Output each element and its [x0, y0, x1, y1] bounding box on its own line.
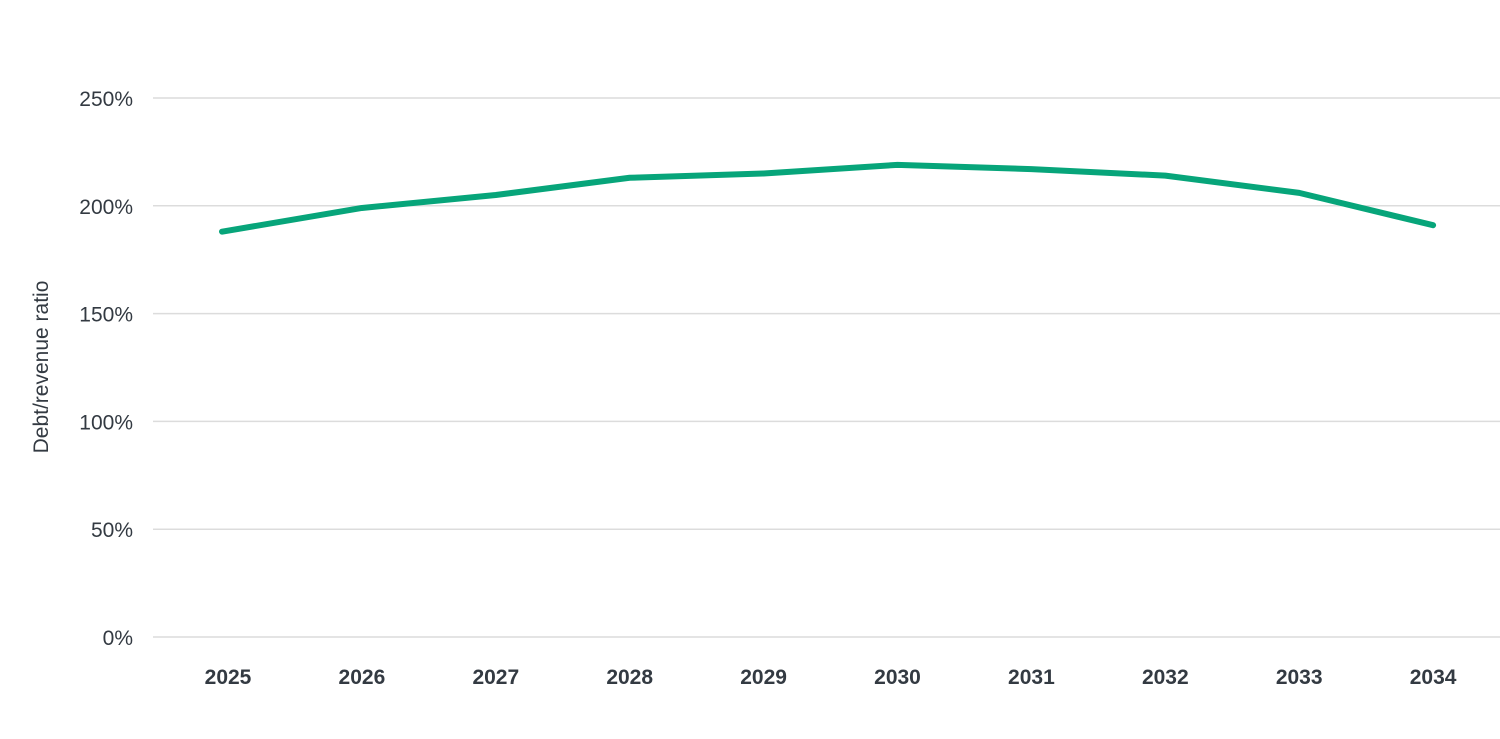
- gridlines: [153, 97, 1500, 638]
- x-tick-label: 2032: [1142, 666, 1189, 689]
- x-tick-label: 2029: [740, 666, 787, 689]
- y-tick-label: 250%: [79, 88, 133, 111]
- y-axis-label: Debt/revenue ratio: [30, 281, 53, 454]
- x-tick-label: 2033: [1276, 666, 1323, 689]
- x-tick-label: 2027: [472, 666, 519, 689]
- series-group: [219, 161, 1437, 235]
- y-tick-label: 0%: [103, 627, 133, 650]
- y-tick-label: 50%: [91, 519, 133, 542]
- x-tick-label: 2030: [874, 666, 921, 689]
- x-axis-ticks: 2025 2026 2027 2028 2029 2030 2031 2032 2033 2034: [205, 666, 1457, 689]
- y-tick-label: 150%: [79, 304, 133, 327]
- x-tick-label: 2034: [1410, 666, 1457, 689]
- x-tick-label: 2025: [205, 666, 252, 689]
- y-axis-ticks: 0% 50% 100% 150% 200% 250%: [79, 88, 133, 650]
- y-tick-label: 200%: [79, 196, 133, 219]
- y-tick-label: 100%: [79, 411, 133, 434]
- x-tick-label: 2026: [339, 666, 386, 689]
- x-tick-label: 2031: [1008, 666, 1055, 689]
- series-line: [219, 161, 1437, 235]
- x-tick-label: 2028: [606, 666, 653, 689]
